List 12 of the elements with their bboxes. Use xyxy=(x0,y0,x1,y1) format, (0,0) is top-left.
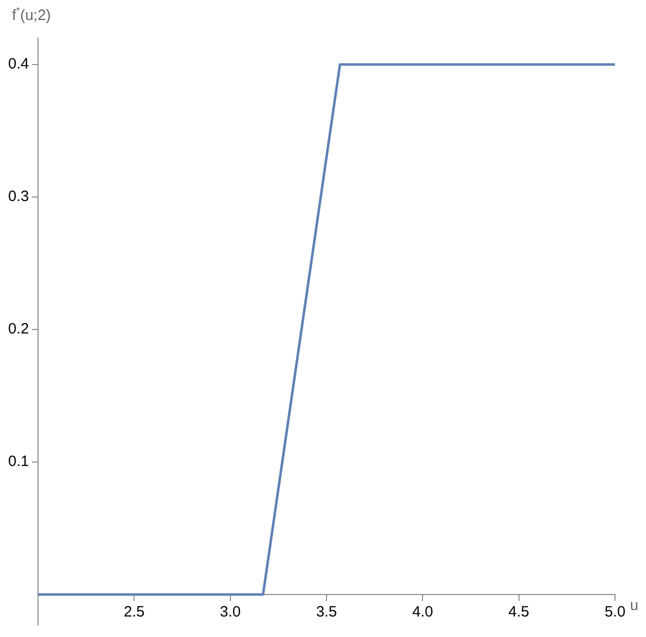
x-tick-label: 3.0 xyxy=(220,604,241,621)
x-axis-title: u xyxy=(630,597,638,614)
x-tick-label: 5.0 xyxy=(604,604,626,621)
x-tick-label: 2.5 xyxy=(124,604,145,621)
y-tick-label: 0.3 xyxy=(8,188,29,206)
y-tick-label: 0.4 xyxy=(8,56,29,73)
y-tick-label: 0.1 xyxy=(8,453,29,470)
y-axis-title: f$^{*}$(u;2) xyxy=(12,6,51,24)
x-tick-label: 4.0 xyxy=(412,604,434,621)
x-tick-label: 3.5 xyxy=(316,604,337,621)
x-tick-label: 4.5 xyxy=(508,604,530,621)
y-tick-label: 0.2 xyxy=(8,320,29,338)
